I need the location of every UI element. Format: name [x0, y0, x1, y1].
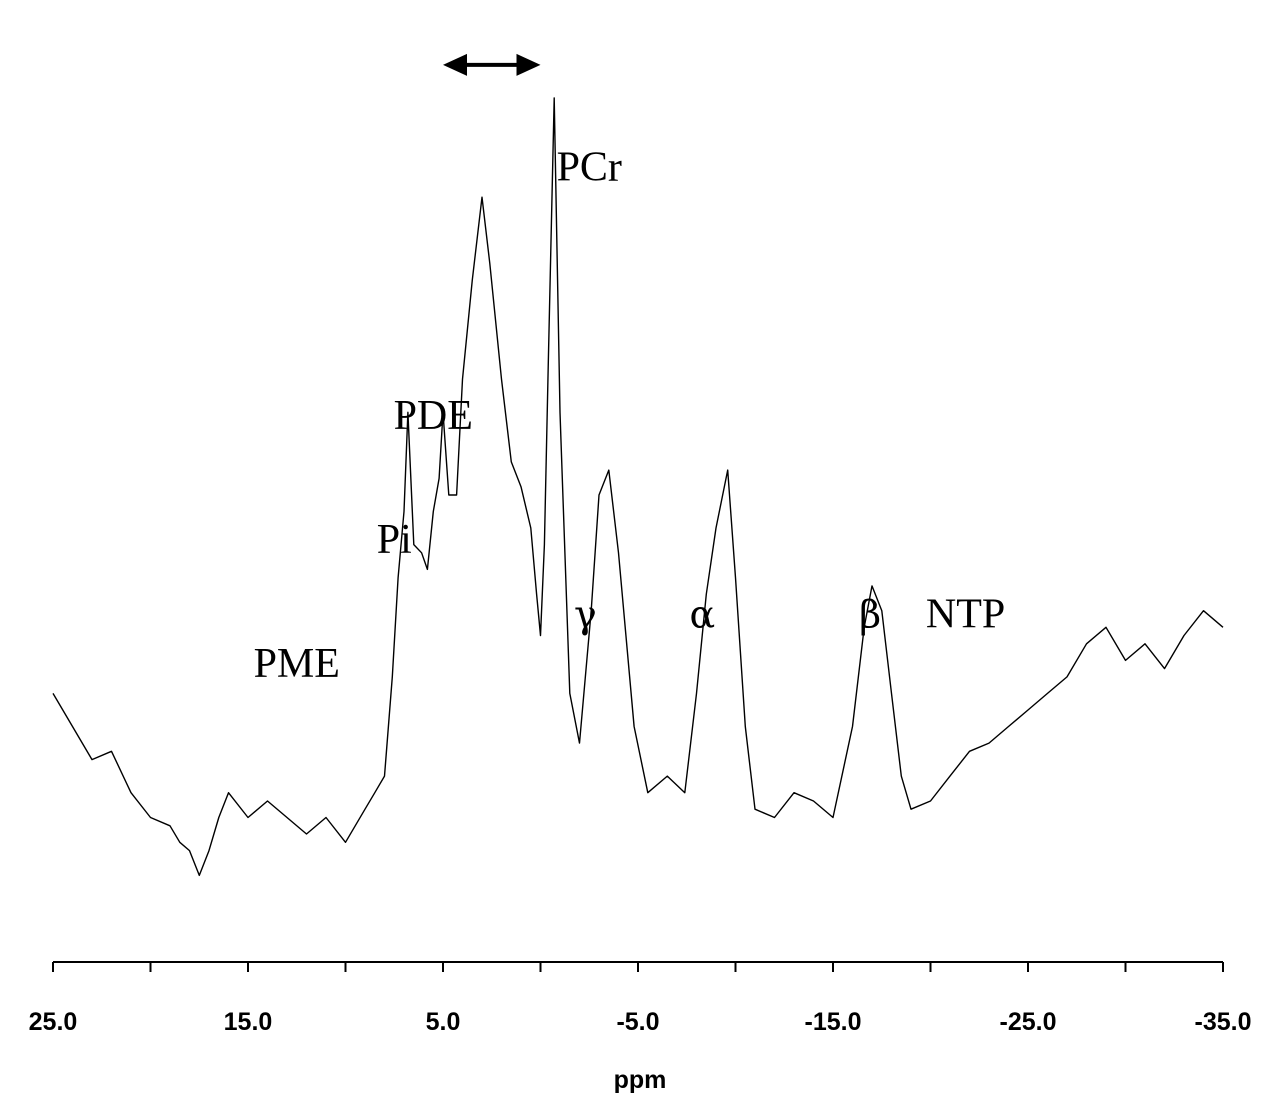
- x-tick-label: -25.0: [1000, 1008, 1057, 1036]
- peak-label: α: [690, 592, 716, 636]
- peak-label: β: [859, 592, 881, 636]
- peak-label: Pi: [377, 517, 412, 563]
- x-tick-label: -5.0: [616, 1008, 659, 1036]
- peak-label: PDE: [394, 393, 473, 439]
- delta-arrow-left-head: [443, 53, 467, 76]
- spectrum-line: [52, 97, 1224, 877]
- x-tick-label: -15.0: [805, 1008, 862, 1036]
- peak-label: PCr: [557, 145, 622, 191]
- peak-label: NTP: [926, 591, 1005, 637]
- annotations: PCrPDEPiPMEγαβNTPδ: [254, 53, 1005, 687]
- x-tick-label: 5.0: [426, 1008, 461, 1036]
- peak-label: γ: [574, 592, 597, 636]
- delta-arrow-right-head: [516, 53, 541, 76]
- x-tick-label: 25.0: [29, 1008, 78, 1036]
- x-axis-label: ppm: [614, 1066, 667, 1094]
- x-axis: 25.0 15.0 5.0 -5.0 -15.0 -25.0 -35.0: [29, 961, 1252, 1036]
- x-tick-label: 15.0: [224, 1008, 273, 1036]
- x-tick-label: -35.0: [1195, 1008, 1252, 1036]
- peak-label: PME: [254, 641, 340, 687]
- series-group: [52, 97, 1224, 877]
